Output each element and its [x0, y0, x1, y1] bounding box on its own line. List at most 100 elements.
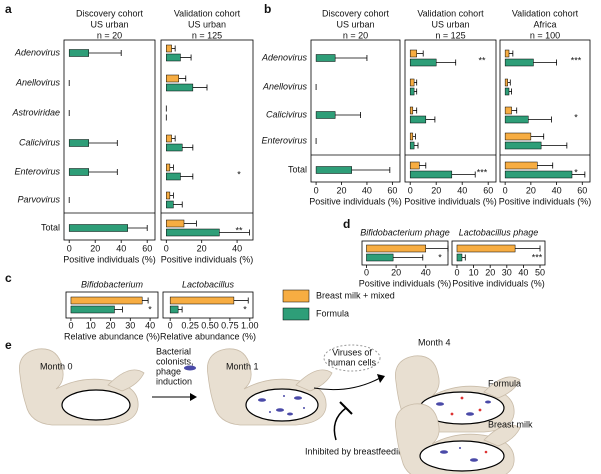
virus-cloud — [323, 344, 381, 372]
category-label: Calicivirus — [266, 109, 308, 119]
x-tick-label: 20 — [485, 267, 495, 277]
plot-frame — [63, 39, 156, 241]
bar — [504, 170, 573, 179]
inhibition-bar — [339, 401, 353, 415]
category-label: Calicivirus — [19, 137, 61, 147]
category-label: Astroviridae — [11, 107, 60, 117]
bar — [169, 305, 179, 314]
bar — [166, 219, 185, 228]
category-label: Enterovirus — [261, 135, 307, 145]
step-label: colonists, — [156, 356, 194, 366]
facet-title: Validation cohort — [174, 8, 241, 18]
x-axis-label: Relative abundance (%) — [160, 331, 256, 341]
facet-title: US urban — [188, 19, 226, 29]
bar — [166, 200, 174, 209]
x-tick-label: 0.75 — [221, 320, 239, 330]
x-tick-label: 40 — [457, 185, 467, 195]
bar — [504, 58, 534, 67]
legend-label: Formula — [316, 308, 349, 318]
significance: * — [148, 304, 152, 314]
x-tick-label: 20 — [337, 185, 347, 195]
bar — [504, 87, 510, 96]
facet-title: Discovery cohort — [322, 8, 390, 18]
virus-label: Viruses of — [332, 347, 372, 357]
bar — [68, 49, 89, 57]
facet-title: Lactobacillus — [182, 279, 235, 289]
facet-title: n = 20 — [343, 30, 368, 40]
bar — [504, 106, 512, 115]
step-label: phage — [156, 366, 181, 376]
category-label: Adenovirus — [14, 47, 61, 57]
bar — [409, 78, 415, 87]
microbes — [436, 396, 491, 416]
x-tick-label: 20 — [431, 185, 441, 195]
x-tick-label: 60 — [483, 185, 493, 195]
bar — [409, 170, 453, 179]
category-label: Enterovirus — [14, 166, 60, 176]
x-tick-label: 0 — [164, 243, 169, 253]
virus-label: human cells — [328, 357, 377, 367]
microbes — [440, 447, 488, 462]
x-tick-label: 40 — [421, 267, 431, 277]
panel-label: a — [5, 2, 12, 16]
bar — [366, 253, 394, 262]
group-label: Formula — [488, 378, 521, 388]
plot-frame — [65, 291, 159, 319]
gut — [419, 440, 505, 472]
facet-title: Africa — [533, 19, 556, 29]
bar — [315, 166, 352, 174]
x-tick-label: 0 — [314, 185, 319, 195]
bar — [456, 253, 463, 262]
x-axis-label: Relative abundance (%) — [64, 331, 160, 341]
stage-label: Month 4 — [418, 337, 451, 347]
bar — [166, 134, 172, 143]
x-tick-label: 60 — [577, 185, 587, 195]
gut — [61, 389, 131, 421]
bar — [366, 244, 427, 253]
diagram: Month 0 Bacterial colonists, phage induc… — [18, 337, 533, 474]
x-tick-label: 40 — [232, 243, 242, 253]
bar — [169, 296, 235, 305]
facet-title: Bifidobacterium phage — [360, 227, 450, 237]
panel-label: c — [5, 271, 12, 285]
x-tick-label: 20 — [90, 243, 100, 253]
plot-frame — [499, 39, 591, 183]
bar — [166, 172, 181, 181]
bar — [409, 141, 415, 150]
x-tick-label: 10 — [469, 267, 479, 277]
x-tick-label: 0 — [503, 185, 508, 195]
x-tick-label: 40 — [116, 243, 126, 253]
bacteria-icon — [184, 365, 196, 371]
facet-title: Discovery cohort — [76, 8, 144, 18]
panel-label: d — [343, 217, 350, 231]
plot-frame — [310, 39, 401, 183]
inhibition — [333, 407, 347, 441]
plot-frame — [162, 291, 254, 319]
stage-label: Month 1 — [226, 361, 259, 371]
significance: * — [438, 252, 442, 262]
bar — [456, 244, 516, 253]
bar — [166, 74, 179, 83]
x-axis-label: Positive individuals (%) — [161, 254, 254, 264]
plot-frame — [361, 240, 449, 266]
significance: *** — [571, 55, 582, 65]
bar — [409, 58, 437, 67]
arrow — [313, 377, 381, 391]
bar — [409, 49, 417, 58]
bar — [166, 53, 181, 62]
significance: * — [243, 304, 247, 314]
facet-title: Bifidobacterium — [81, 279, 144, 289]
facet-title: n = 125 — [192, 30, 222, 40]
bar — [504, 161, 538, 170]
bar — [166, 83, 194, 92]
x-tick-label: 0 — [408, 185, 413, 195]
stage-label: Month 0 — [40, 361, 73, 371]
gut — [245, 388, 319, 422]
significance: *** — [477, 167, 488, 177]
plot-frame — [160, 39, 254, 241]
bar — [166, 163, 171, 172]
step-label: Bacterial — [156, 346, 191, 356]
x-axis-label: Positive individuals (%) — [309, 196, 402, 206]
facet-title: US urban — [336, 19, 374, 29]
